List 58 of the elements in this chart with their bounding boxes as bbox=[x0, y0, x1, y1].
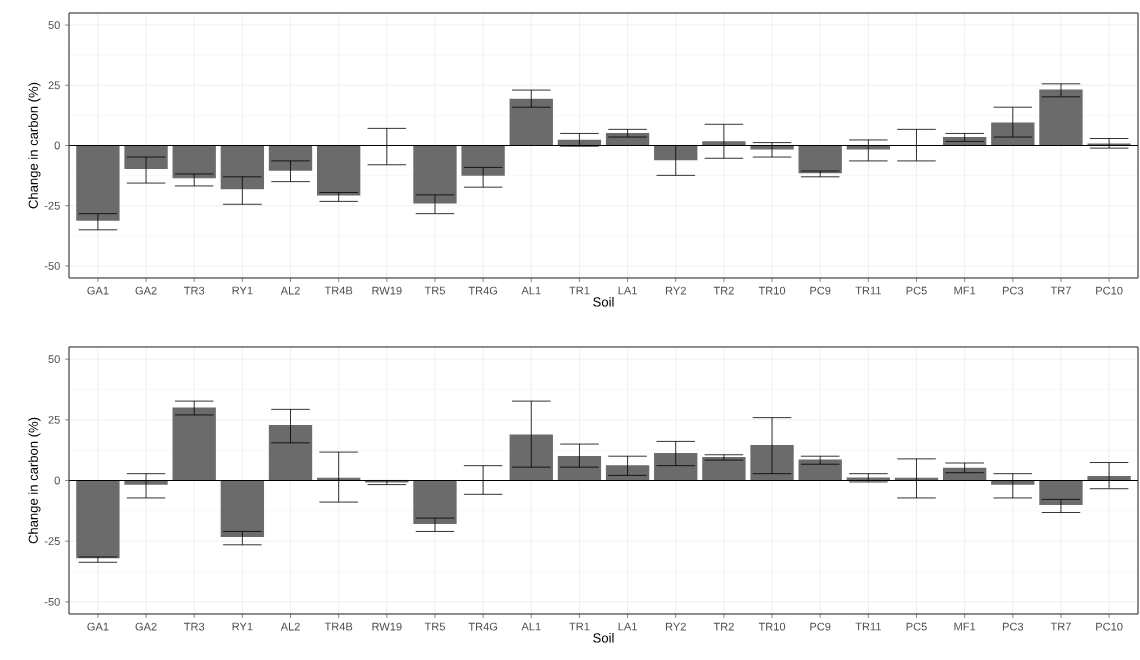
x-tick-label: RY1 bbox=[232, 286, 253, 295]
x-tick-label: TR5 bbox=[424, 286, 445, 295]
x-tick-label: RY2 bbox=[665, 622, 686, 631]
x-tick-label: RW19 bbox=[372, 286, 402, 295]
x-tick-label: RW19 bbox=[372, 622, 402, 631]
y-tick-label: -25 bbox=[44, 201, 60, 210]
y-tick-label: 0 bbox=[54, 476, 60, 485]
x-tick-label: PC10 bbox=[1096, 622, 1123, 631]
y-tick-label: 25 bbox=[48, 415, 60, 424]
x-tick-label: TR2 bbox=[713, 622, 734, 631]
y-tick-label: -50 bbox=[44, 597, 60, 606]
x-tick-label: RY1 bbox=[232, 622, 253, 631]
x-tick-label: GA1 bbox=[87, 286, 109, 295]
x-tick-label: PC5 bbox=[906, 622, 927, 631]
y-axis-title: Change in carbon (%) bbox=[28, 417, 41, 544]
y-tick-label: -50 bbox=[44, 262, 60, 270]
x-tick-label: TR5 bbox=[424, 622, 445, 631]
y-tick-label: 25 bbox=[48, 81, 60, 90]
x-tick-label: TR3 bbox=[184, 622, 205, 631]
x-tick-label: PC9 bbox=[810, 622, 831, 631]
x-tick-label: PC3 bbox=[1002, 622, 1024, 631]
x-tick-label: TR4B bbox=[324, 286, 353, 295]
x-tick-label: GA1 bbox=[87, 622, 109, 631]
x-tick-label: GA2 bbox=[135, 622, 157, 631]
x-tick-label: TR10 bbox=[758, 286, 786, 295]
x-axis-title: Soil bbox=[593, 633, 614, 643]
x-tick-label: PC9 bbox=[810, 286, 831, 295]
x-tick-label: TR4G bbox=[468, 622, 498, 631]
x-tick-label: LA1 bbox=[618, 622, 637, 631]
y-axis-title: Change in carbon (%) bbox=[28, 82, 41, 209]
x-tick-label: AL1 bbox=[521, 622, 541, 631]
y-tick-label: 50 bbox=[48, 21, 60, 29]
x-tick-label: TR10 bbox=[758, 622, 786, 631]
x-tick-label: TR2 bbox=[713, 286, 734, 295]
x-tick-label: TR1 bbox=[569, 286, 590, 295]
x-tick-label: AL1 bbox=[521, 286, 541, 295]
x-tick-label: TR11 bbox=[855, 286, 881, 295]
x-axis-title: Soil bbox=[593, 297, 614, 307]
x-tick-label: PC5 bbox=[906, 286, 927, 295]
x-tick-label: MF1 bbox=[954, 286, 976, 295]
x-tick-label: RY2 bbox=[665, 286, 686, 295]
x-tick-label: AL2 bbox=[280, 286, 300, 295]
x-tick-label: TR4B bbox=[324, 622, 353, 631]
y-tick-label: 0 bbox=[54, 141, 60, 150]
x-tick-label: MF1 bbox=[954, 622, 976, 631]
x-tick-label: GA2 bbox=[135, 286, 157, 295]
x-tick-label: TR3 bbox=[184, 286, 205, 295]
x-tick-label: PC3 bbox=[1002, 286, 1024, 295]
x-tick-label: AL2 bbox=[280, 622, 300, 631]
y-tick-label: -25 bbox=[44, 537, 60, 546]
x-tick-label: TR1 bbox=[569, 622, 590, 631]
x-tick-label: TR7 bbox=[1050, 286, 1071, 295]
x-tick-label: PC10 bbox=[1096, 286, 1123, 295]
x-tick-label: TR7 bbox=[1050, 622, 1071, 631]
x-tick-label: LA1 bbox=[618, 286, 637, 295]
y-tick-label: 50 bbox=[48, 355, 60, 364]
x-tick-label: TR4G bbox=[468, 286, 498, 295]
x-tick-label: TR11 bbox=[855, 622, 881, 631]
